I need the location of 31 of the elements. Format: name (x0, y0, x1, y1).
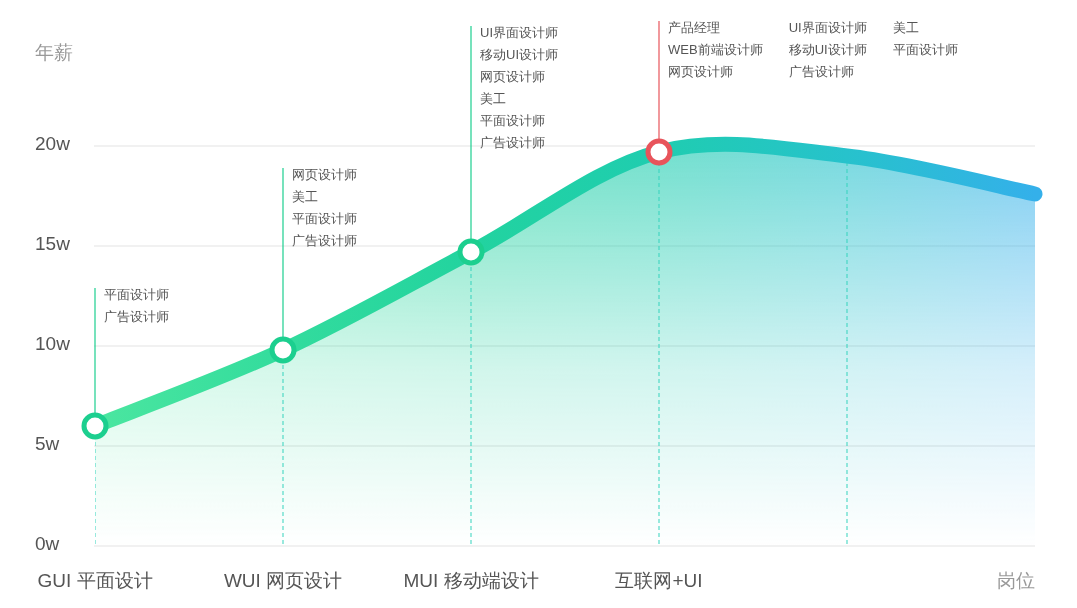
annotation: 广告设计师 (292, 232, 357, 248)
annotation: 网页设计师 (480, 68, 545, 84)
x-label: 岗位 (997, 569, 1035, 591)
annotation: 网页设计师 (292, 166, 357, 182)
annotation: 广告设计师 (788, 63, 854, 79)
x-tick: GUI 平面设计 (37, 569, 153, 591)
annotation: 移动UI设计师 (788, 41, 867, 57)
annotation: 广告设计师 (104, 308, 169, 324)
y-tick: 15w (35, 232, 70, 254)
y-tick: 10w (35, 332, 70, 354)
x-tick: WUI 网页设计 (223, 569, 343, 591)
annotation: 移动UI设计师 (480, 46, 558, 62)
y-tick: 5w (35, 432, 60, 454)
y-tick: 0w (35, 532, 60, 554)
annotation: WEB前端设计师 (668, 41, 763, 57)
y-label: 年薪 (35, 41, 73, 63)
annotation: 美工 (480, 90, 506, 106)
annotation: 广告设计师 (480, 134, 545, 150)
annotation: UI界面设计师 (480, 24, 558, 40)
annotation: 美工 (892, 19, 919, 35)
annotation: UI界面设计师 (788, 19, 867, 35)
annotation: 网页设计师 (668, 63, 733, 79)
annotation: 平面设计师 (292, 210, 357, 226)
x-tick: MUI 移动端设计 (403, 569, 539, 591)
y-tick: 20w (35, 132, 70, 154)
annotation: 平面设计师 (480, 112, 545, 128)
x-tick: 互联网+UI (615, 569, 703, 591)
annotation: 美工 (292, 188, 318, 204)
annotation: 平面设计师 (104, 286, 169, 302)
annotation: 平面设计师 (892, 41, 958, 57)
annotation: 产品经理 (668, 19, 720, 35)
